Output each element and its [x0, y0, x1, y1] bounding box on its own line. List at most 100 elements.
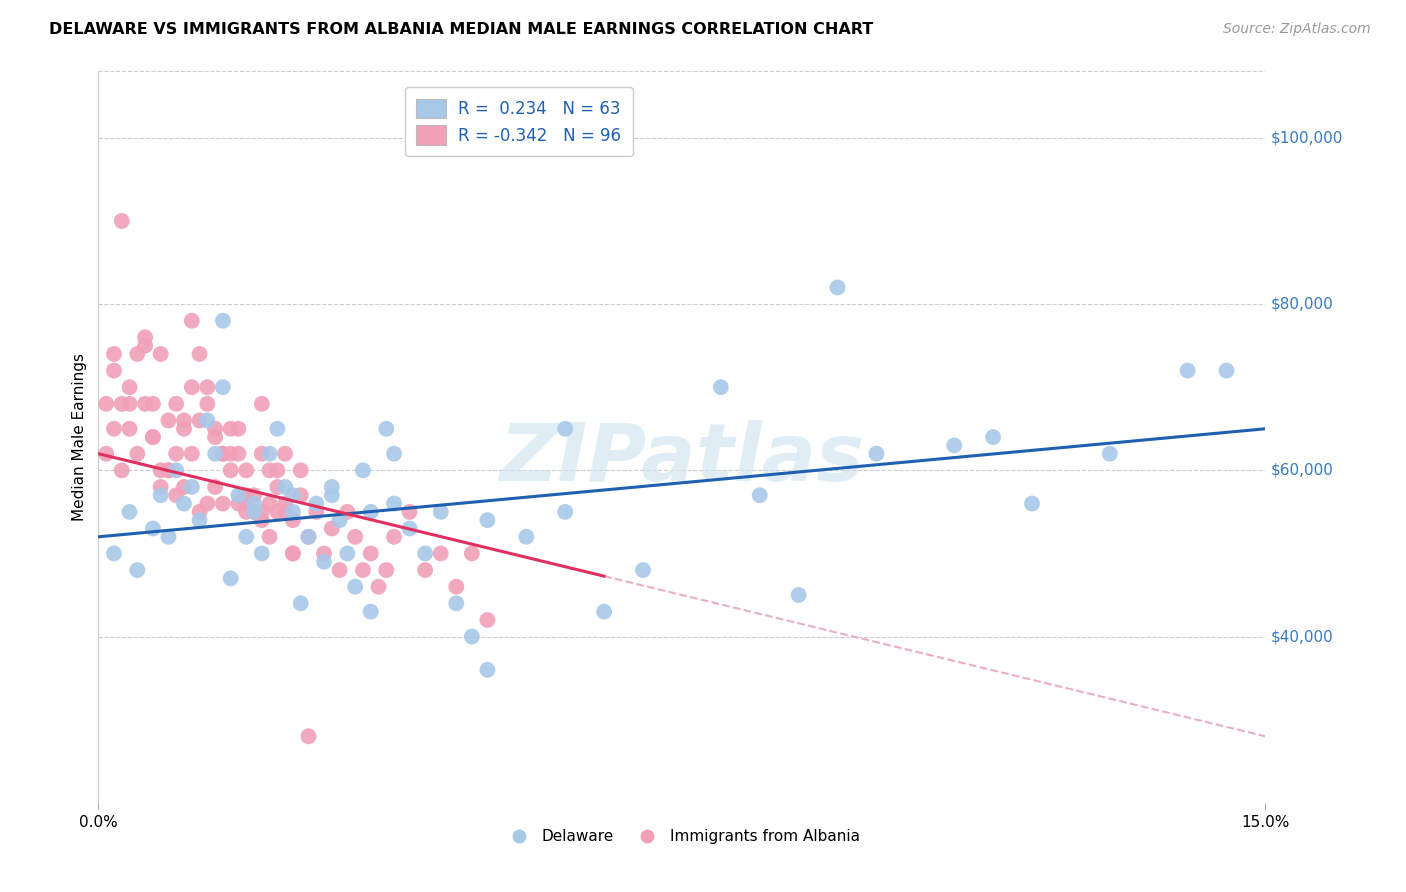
- Point: [312, 555, 335, 569]
- Point: [274, 447, 297, 461]
- Point: [290, 463, 312, 477]
- Point: [266, 463, 288, 477]
- Point: [103, 363, 125, 377]
- Point: [127, 447, 149, 461]
- Point: [515, 530, 537, 544]
- Point: [297, 530, 319, 544]
- Point: [149, 463, 172, 477]
- Point: [375, 422, 398, 436]
- Point: [243, 505, 266, 519]
- Point: [188, 413, 211, 427]
- Point: [274, 505, 297, 519]
- Point: [228, 488, 250, 502]
- Point: [134, 397, 156, 411]
- Point: [149, 480, 172, 494]
- Point: [429, 505, 451, 519]
- Point: [165, 488, 187, 502]
- Point: [352, 563, 374, 577]
- Point: [195, 413, 218, 427]
- Point: [321, 521, 343, 535]
- Point: [250, 513, 273, 527]
- Point: [243, 497, 266, 511]
- Point: [118, 422, 141, 436]
- Point: [188, 505, 211, 519]
- Text: $40,000: $40,000: [1271, 629, 1334, 644]
- Point: [352, 463, 374, 477]
- Point: [235, 497, 257, 511]
- Point: [1215, 363, 1237, 377]
- Point: [321, 480, 343, 494]
- Point: [375, 563, 398, 577]
- Point: [477, 513, 499, 527]
- Point: [142, 430, 165, 444]
- Point: [943, 438, 966, 452]
- Point: [204, 430, 226, 444]
- Point: [111, 463, 134, 477]
- Point: [142, 521, 165, 535]
- Point: [212, 314, 235, 328]
- Point: [149, 347, 172, 361]
- Point: [188, 347, 211, 361]
- Point: [266, 505, 288, 519]
- Point: [235, 488, 257, 502]
- Point: [111, 214, 134, 228]
- Point: [281, 546, 304, 560]
- Legend: Delaware, Immigrants from Albania: Delaware, Immigrants from Albania: [498, 822, 866, 850]
- Point: [250, 397, 273, 411]
- Point: [281, 513, 304, 527]
- Point: [360, 605, 382, 619]
- Text: DELAWARE VS IMMIGRANTS FROM ALBANIA MEDIAN MALE EARNINGS CORRELATION CHART: DELAWARE VS IMMIGRANTS FROM ALBANIA MEDI…: [49, 22, 873, 37]
- Point: [157, 463, 180, 477]
- Point: [367, 580, 389, 594]
- Point: [413, 563, 436, 577]
- Point: [250, 505, 273, 519]
- Point: [281, 505, 304, 519]
- Point: [180, 314, 202, 328]
- Point: [235, 530, 257, 544]
- Point: [461, 630, 484, 644]
- Point: [461, 546, 484, 560]
- Point: [259, 497, 281, 511]
- Point: [103, 347, 125, 361]
- Point: [710, 380, 733, 394]
- Point: [748, 488, 770, 502]
- Point: [312, 546, 335, 560]
- Point: [398, 505, 420, 519]
- Point: [305, 497, 328, 511]
- Point: [827, 280, 849, 294]
- Point: [103, 422, 125, 436]
- Point: [157, 463, 180, 477]
- Point: [344, 530, 367, 544]
- Point: [204, 422, 226, 436]
- Point: [981, 430, 1004, 444]
- Point: [274, 497, 297, 511]
- Point: [157, 413, 180, 427]
- Point: [281, 488, 304, 502]
- Text: Source: ZipAtlas.com: Source: ZipAtlas.com: [1223, 22, 1371, 37]
- Point: [212, 447, 235, 461]
- Point: [180, 380, 202, 394]
- Point: [787, 588, 810, 602]
- Point: [212, 380, 235, 394]
- Point: [631, 563, 654, 577]
- Point: [329, 513, 352, 527]
- Point: [195, 380, 218, 394]
- Point: [329, 563, 352, 577]
- Point: [1098, 447, 1121, 461]
- Point: [243, 505, 266, 519]
- Point: [446, 596, 468, 610]
- Point: [344, 580, 367, 594]
- Point: [142, 397, 165, 411]
- Point: [219, 447, 242, 461]
- Point: [111, 397, 134, 411]
- Point: [134, 330, 156, 344]
- Point: [554, 505, 576, 519]
- Point: [1021, 497, 1043, 511]
- Point: [865, 447, 887, 461]
- Point: [336, 505, 359, 519]
- Point: [382, 497, 405, 511]
- Point: [297, 729, 319, 743]
- Point: [305, 505, 328, 519]
- Point: [266, 422, 288, 436]
- Point: [96, 447, 118, 461]
